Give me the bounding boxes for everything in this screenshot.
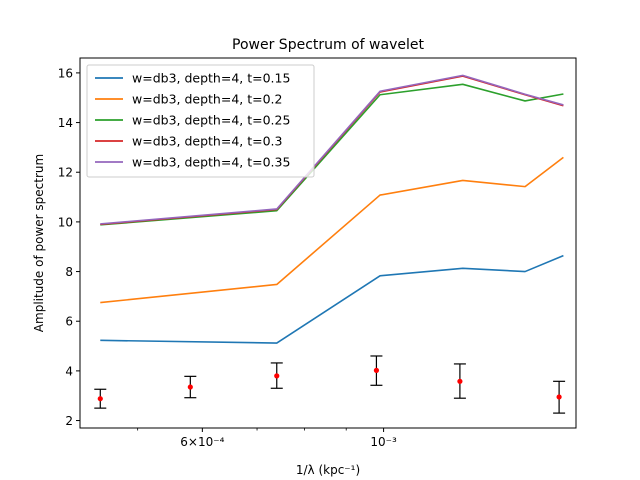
error-point [184,375,197,399]
plot-area [94,74,566,414]
y-tick-label: 14 [58,116,73,130]
series-line-3 [100,83,564,226]
error-point [270,362,283,389]
legend: w=db3, depth=4, t=0.15 w=db3, depth=4, t=… [86,64,315,178]
legend-box [86,64,315,178]
x-tick-label: 10⁻³ [370,435,397,449]
data-point [373,367,380,373]
legend-label-4: w=db3, depth=4, t=0.3 [132,134,282,149]
legend-label-2: w=db3, depth=4, t=0.2 [132,92,282,107]
data-point [556,394,562,400]
error-point [370,355,383,386]
series-line-2 [100,156,564,304]
error-point [453,363,466,399]
series-line-1 [100,254,564,344]
y-tick-label: 2 [65,414,73,428]
x-axis: 6×10⁻⁴ 10⁻³ [137,428,397,449]
legend-label-1: w=db3, depth=4, t=0.15 [132,71,290,86]
data-point [457,378,463,384]
y-axis-label: Amplitude of power spectrum [32,154,46,332]
error-point [553,380,566,414]
legend-label-3: w=db3, depth=4, t=0.25 [132,113,290,128]
y-tick-label: 12 [58,166,73,180]
y-axis: 2 4 6 8 10 12 14 16 [58,66,80,428]
data-point [274,373,280,379]
data-point [187,384,193,390]
x-tick-label: 6×10⁻⁴ [180,435,224,449]
legend-label-5: w=db3, depth=4, t=0.35 [132,155,290,170]
chart-title: Power Spectrum of wavelet [232,37,424,53]
axes-frame [79,57,577,429]
error-point [94,388,107,409]
x-axis-label: 1/λ (kpc⁻¹) [296,463,360,477]
y-tick-label: 4 [65,364,73,378]
y-tick-label: 10 [58,215,73,229]
y-tick-label: 8 [65,265,73,279]
series-line-5 [100,74,564,225]
data-point [97,396,103,402]
y-tick-label: 6 [65,315,73,329]
y-tick-label: 16 [58,66,73,80]
